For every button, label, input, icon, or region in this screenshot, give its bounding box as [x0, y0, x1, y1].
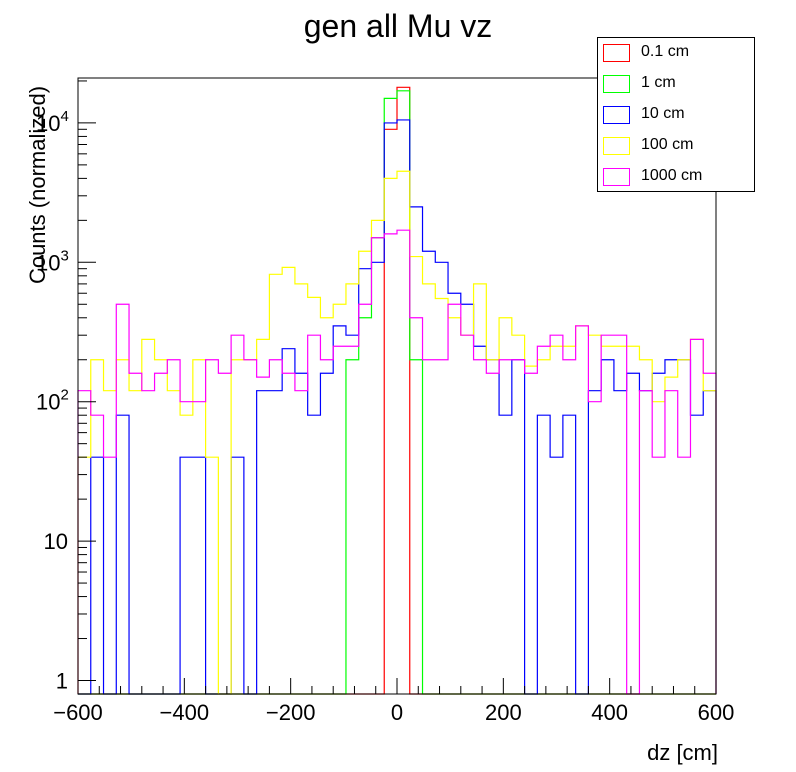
legend-item-2: 10 cm — [603, 104, 753, 126]
chart-title: gen all Mu vz — [303, 8, 493, 44]
legend-item-4: 1000 cm — [603, 166, 753, 188]
legend-label-1: 1 cm — [641, 74, 676, 91]
x-axis-label: dz [cm] — [647, 740, 718, 765]
x-tick-label-6: 600 — [698, 700, 735, 725]
x-tick-label-3: 0 — [391, 700, 403, 725]
x-tick-label-5: 400 — [591, 700, 628, 725]
legend-label-3: 100 cm — [641, 136, 694, 153]
legend-swatch-2 — [603, 106, 630, 124]
histogram-series-2 — [78, 119, 717, 695]
y-axis-label: Counts (normalized) — [25, 85, 50, 285]
y-tick-label-1: 10 — [44, 529, 68, 554]
y-tick-label-0: 1 — [56, 668, 68, 693]
x-tick-label-4: 200 — [485, 700, 522, 725]
legend-swatch-0 — [603, 44, 630, 62]
y-tick-label-2: 102 — [36, 387, 69, 415]
legend-label-0: 0.1 cm — [641, 43, 690, 60]
axes-group: −600 −400 −200 0 200 400 600 1 10 102 103 104 — [36, 80, 735, 725]
x-tick-label-1: −400 — [160, 700, 210, 725]
legend: 0.1 cm 1 cm 10 cm 100 cm 1000 cm — [597, 37, 755, 192]
legend-swatch-1 — [603, 75, 630, 93]
legend-item-1: 1 cm — [603, 73, 753, 95]
y-tick-label-4: 104 — [36, 108, 69, 136]
legend-label-4: 1000 cm — [641, 167, 703, 184]
legend-swatch-4 — [603, 168, 630, 186]
y-tick-label-3: 103 — [36, 247, 69, 275]
x-tick-label-2: −200 — [266, 700, 316, 725]
legend-item-3: 100 cm — [603, 135, 753, 157]
legend-swatch-3 — [603, 137, 630, 155]
legend-label-2: 10 cm — [641, 105, 685, 122]
histogram-series-4 — [77, 229, 717, 695]
legend-item-0: 0.1 cm — [603, 42, 753, 64]
x-tick-label-0: −600 — [53, 700, 103, 725]
histogram-series-3 — [77, 170, 717, 695]
